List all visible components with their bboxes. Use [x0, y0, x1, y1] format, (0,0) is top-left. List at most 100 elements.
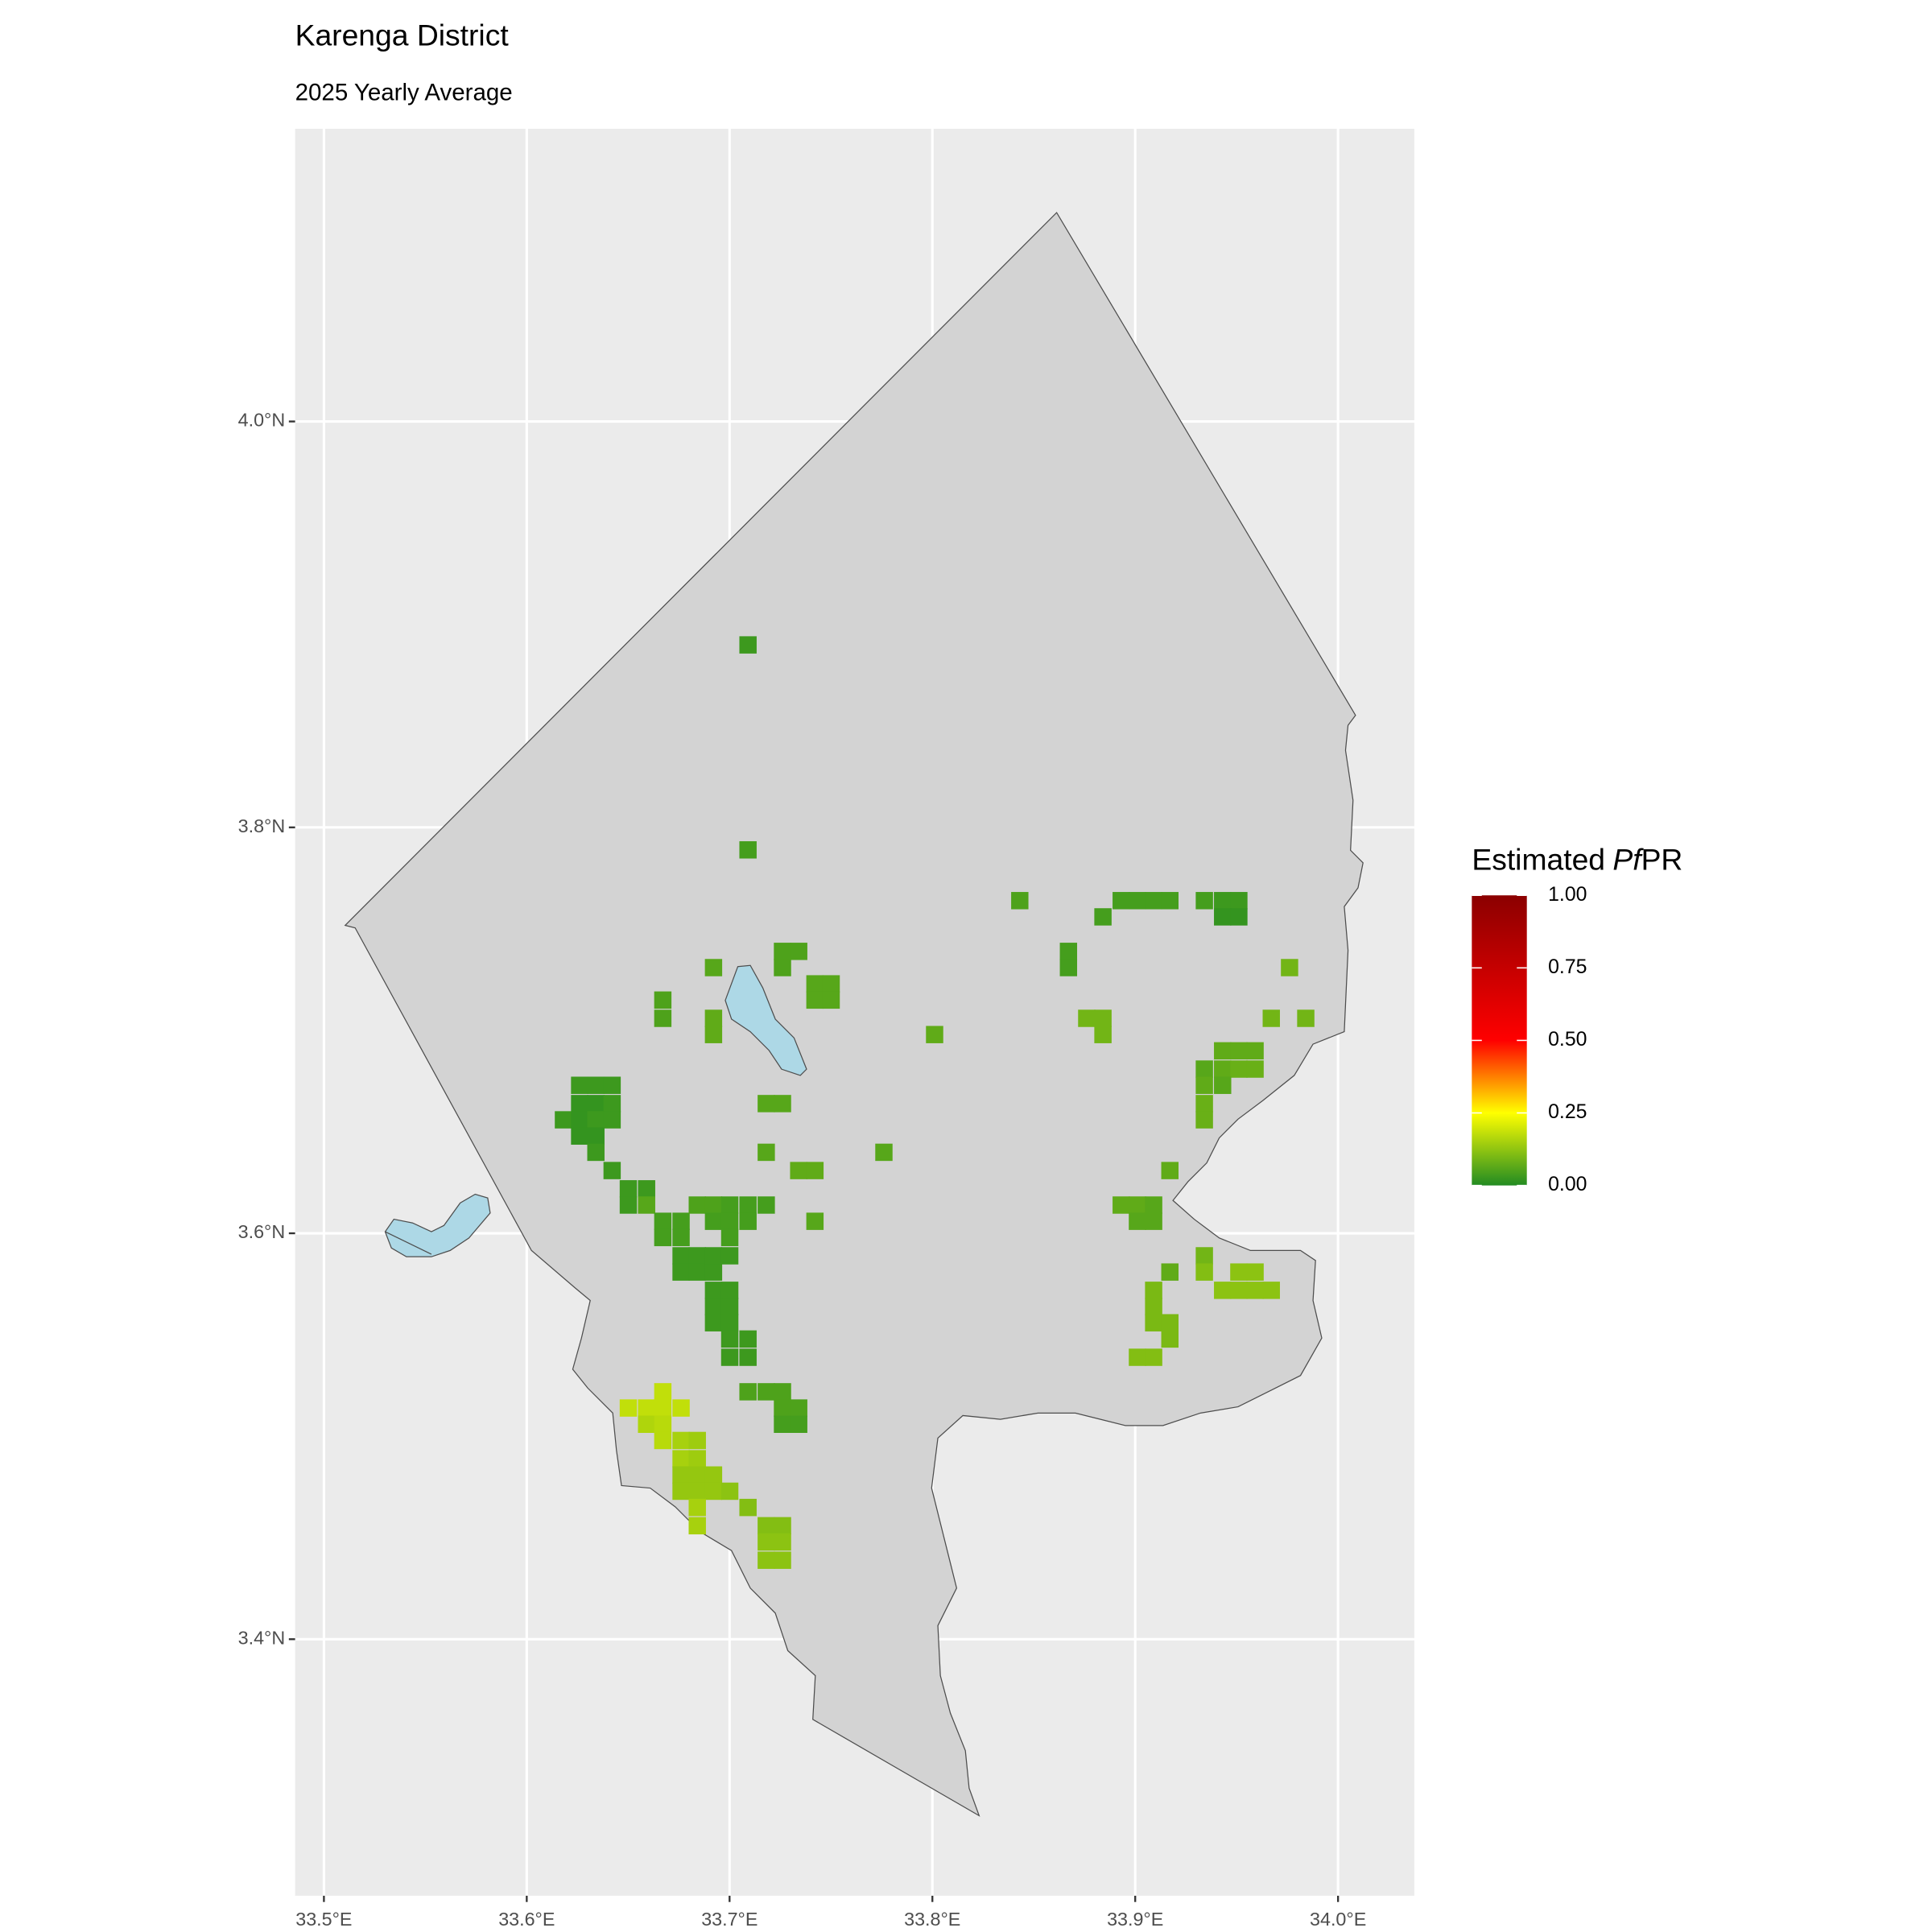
raster-cell	[704, 1263, 723, 1281]
raster-cell	[1230, 1263, 1248, 1281]
raster-cell	[672, 1212, 690, 1230]
raster-cell	[720, 1228, 739, 1247]
raster-cell	[688, 1498, 706, 1517]
raster-cell	[704, 1282, 723, 1299]
raster-cell	[739, 1498, 757, 1517]
raster-cell	[672, 1228, 690, 1247]
district-boundary	[344, 212, 1364, 1817]
raster-cell	[672, 1247, 690, 1265]
raster-cell	[739, 636, 757, 654]
raster-cell	[720, 1348, 739, 1366]
raster-cell	[654, 1212, 672, 1230]
raster-cell	[806, 1162, 824, 1179]
raster-cell	[822, 991, 840, 1009]
raster-cell	[571, 1076, 588, 1094]
raster-cell	[688, 1431, 706, 1450]
raster-cell	[704, 1314, 723, 1331]
raster-cell	[1145, 1196, 1162, 1214]
raster-cell	[1145, 1314, 1162, 1331]
raster-cell	[774, 1415, 791, 1433]
raster-cell	[704, 1298, 723, 1315]
raster-cell	[587, 1111, 605, 1129]
raster-cell	[638, 1399, 655, 1417]
raster-cell	[587, 1143, 605, 1162]
raster-cell	[774, 1399, 791, 1417]
raster-cell	[774, 1095, 791, 1113]
raster-cell	[1230, 1282, 1248, 1299]
legend-title-part: Pf	[1612, 842, 1644, 876]
raster-cell	[603, 1162, 621, 1179]
raster-cell	[1078, 1009, 1096, 1027]
raster-cell	[1195, 1060, 1213, 1078]
legend-tick-label: 0.25	[1548, 1101, 1587, 1123]
raster-cell	[688, 1263, 706, 1281]
raster-cell	[672, 1466, 690, 1484]
raster-cell	[638, 1196, 655, 1214]
raster-cell	[704, 1026, 723, 1043]
raster-cell	[704, 1466, 723, 1484]
raster-cell	[739, 1196, 757, 1214]
raster-cell	[587, 1076, 605, 1094]
raster-cell	[603, 1111, 621, 1129]
raster-cell	[1246, 1282, 1264, 1299]
raster-cell	[1113, 892, 1130, 910]
raster-cell	[739, 1330, 757, 1348]
raster-cell	[739, 1348, 757, 1366]
raster-cell	[774, 1517, 791, 1535]
raster-cell	[758, 1095, 775, 1113]
x-tick-label: 33.6°E	[498, 1909, 555, 1930]
x-tick-label: 33.9°E	[1107, 1909, 1163, 1930]
raster-cell	[1214, 908, 1232, 926]
raster-cell	[603, 1076, 621, 1094]
raster-cell	[720, 1212, 739, 1230]
raster-cell	[1214, 1076, 1232, 1094]
raster-cell	[758, 1383, 775, 1401]
raster-cell	[1262, 1009, 1280, 1027]
raster-cell	[739, 841, 757, 859]
raster-cell	[672, 1263, 690, 1281]
raster-cell	[654, 1383, 672, 1401]
legend-tick-label: 0.75	[1548, 956, 1587, 978]
raster-cell	[758, 1196, 775, 1214]
raster-cell	[875, 1143, 893, 1162]
raster-cell	[688, 1466, 706, 1484]
raster-cell	[1214, 892, 1232, 910]
raster-cell	[739, 1383, 757, 1401]
raster-cell	[688, 1196, 706, 1214]
y-tick-label: 3.8°N	[238, 815, 286, 836]
raster-cell	[672, 1399, 690, 1417]
raster-cell	[1195, 1263, 1213, 1281]
y-tick-label: 3.6°N	[238, 1221, 286, 1242]
raster-cell	[774, 1533, 791, 1551]
raster-cell	[704, 1196, 723, 1214]
raster-cell	[1145, 1348, 1162, 1366]
raster-cell	[790, 1415, 807, 1433]
raster-cell	[1129, 1348, 1146, 1366]
raster-cell	[790, 1399, 807, 1417]
raster-cell	[758, 1533, 775, 1551]
raster-cell	[688, 1517, 706, 1535]
raster-cell	[672, 1450, 690, 1468]
raster-cell	[1094, 1026, 1112, 1043]
raster-cell	[720, 1196, 739, 1214]
legend-tick-label: 1.00	[1548, 884, 1587, 906]
raster-cell	[1262, 1282, 1280, 1299]
raster-cell	[704, 1009, 723, 1027]
raster-cell	[806, 1212, 824, 1230]
raster-cell	[1113, 1196, 1130, 1214]
raster-cell	[720, 1314, 739, 1331]
raster-cell	[1281, 959, 1298, 976]
raster-cell	[758, 1143, 775, 1162]
y-tick-label: 3.4°N	[238, 1627, 286, 1648]
raster-cell	[1145, 1298, 1162, 1315]
raster-cell	[1195, 1076, 1213, 1094]
raster-cell	[1246, 1060, 1264, 1078]
raster-cell	[638, 1415, 655, 1433]
raster-cell	[774, 943, 791, 960]
raster-cell	[1246, 1042, 1264, 1060]
raster-cell	[654, 1228, 672, 1247]
y-tick-label: 4.0°N	[238, 410, 286, 431]
raster-cell	[1059, 959, 1078, 976]
